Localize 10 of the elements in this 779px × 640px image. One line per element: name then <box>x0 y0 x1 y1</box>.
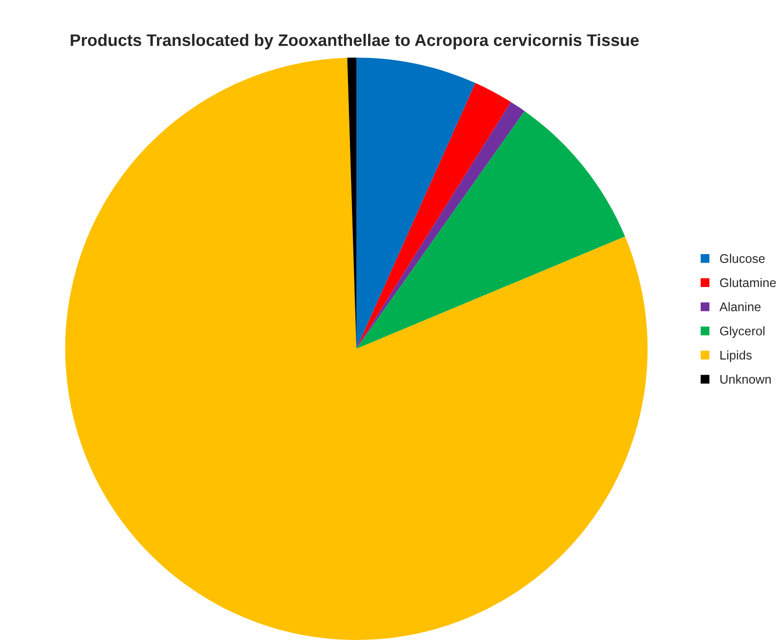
legend-label: Glutamine <box>720 278 776 288</box>
legend-label: Unknown <box>720 374 771 384</box>
legend-label: Alanine <box>719 302 761 312</box>
legend-label: Glucose <box>720 254 765 263</box>
chart-title: Products Translocated by Zooxanthellae to Acropora cervicornis Tissue <box>70 34 639 50</box>
legend-label: Lipids <box>720 350 752 362</box>
pie-slice <box>65 58 648 640</box>
legend-label: Glycerol <box>720 326 764 338</box>
pie-slice <box>356 111 626 349</box>
pie-slice <box>356 58 476 349</box>
